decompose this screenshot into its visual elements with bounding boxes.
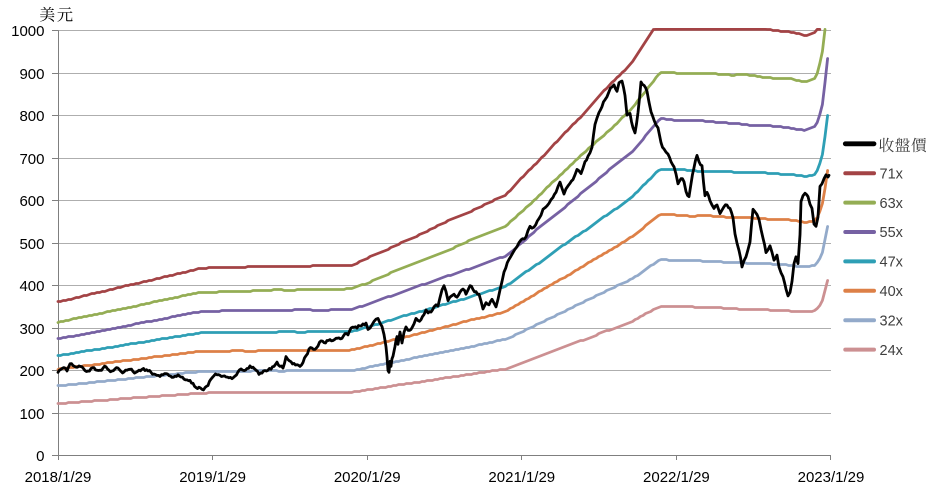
svg-text:2021/1/29: 2021/1/29 bbox=[488, 469, 555, 486]
svg-text:2018/1/29: 2018/1/29 bbox=[25, 469, 92, 486]
svg-text:71x: 71x bbox=[880, 166, 904, 182]
svg-text:63x: 63x bbox=[880, 196, 904, 212]
svg-text:600: 600 bbox=[19, 193, 44, 210]
svg-text:47x: 47x bbox=[880, 255, 904, 271]
svg-text:2019/1/29: 2019/1/29 bbox=[179, 469, 246, 486]
svg-text:500: 500 bbox=[19, 236, 44, 253]
svg-text:200: 200 bbox=[19, 363, 44, 380]
svg-text:2022/1/29: 2022/1/29 bbox=[643, 469, 710, 486]
svg-text:800: 800 bbox=[19, 108, 44, 125]
svg-text:40x: 40x bbox=[880, 284, 904, 300]
svg-text:900: 900 bbox=[19, 66, 44, 83]
svg-text:400: 400 bbox=[19, 278, 44, 295]
svg-text:300: 300 bbox=[19, 321, 44, 338]
svg-text:2023/1/29: 2023/1/29 bbox=[798, 469, 865, 486]
svg-text:100: 100 bbox=[19, 406, 44, 423]
svg-text:55x: 55x bbox=[880, 225, 904, 241]
svg-text:2020/1/29: 2020/1/29 bbox=[334, 469, 401, 486]
svg-text:24x: 24x bbox=[880, 343, 904, 359]
svg-text:700: 700 bbox=[19, 151, 44, 168]
svg-text:0: 0 bbox=[36, 448, 44, 465]
svg-text:1000: 1000 bbox=[11, 23, 44, 40]
svg-text:32x: 32x bbox=[880, 313, 904, 329]
